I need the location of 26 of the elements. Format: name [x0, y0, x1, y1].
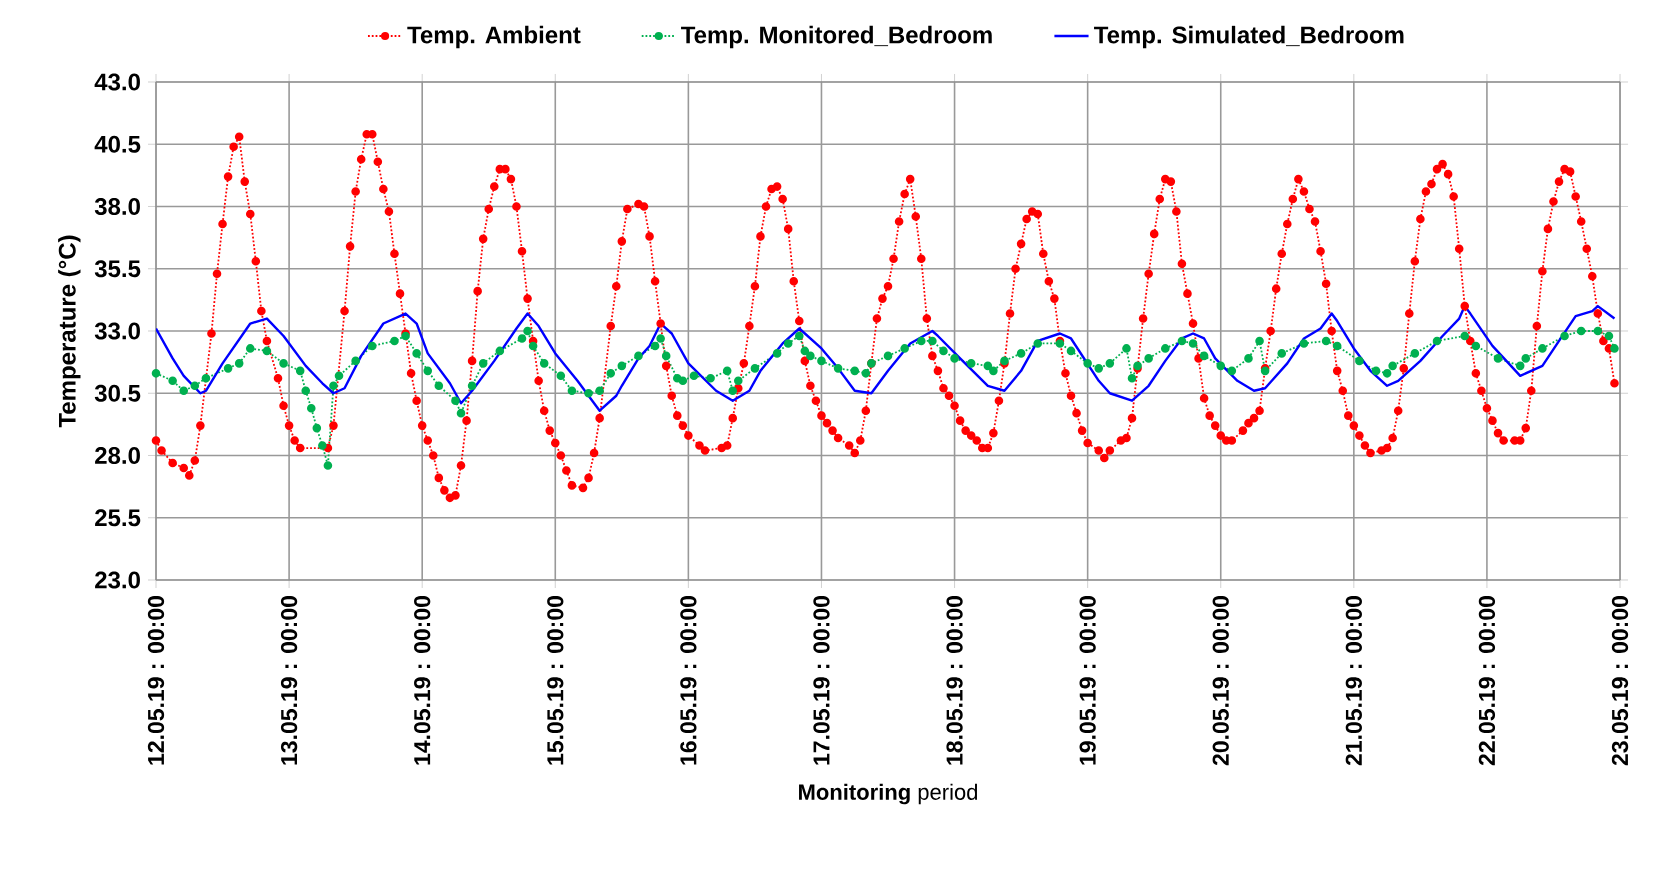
x-tick-label: 13.05.19 : 00:00	[280, 596, 298, 765]
y-tick-label: 33.0	[94, 322, 140, 340]
y-tick-label: 30.5	[94, 384, 141, 402]
x-tick-label: 14.05.19 : 00:00	[414, 596, 431, 765]
y-tick-label: 23.0	[95, 571, 140, 589]
legend-label: Temp. Simulated_Bedroom	[1094, 25, 1404, 49]
x-tick-label: 22.05.19 : 00:00	[1478, 596, 1496, 766]
y-tick-label: 43.0	[94, 73, 140, 91]
x-tick-label: 16.05.19 : 00:00	[680, 596, 697, 765]
x-tick-label: 19.05.19 : 00:00	[1079, 596, 1096, 765]
y-tick-label: 38.0	[94, 197, 140, 216]
x-tick-label: 12.05.19 : 00:00	[147, 596, 165, 765]
x-tick-label: 23.05.19 : 00:00	[1611, 596, 1629, 766]
y-tick-label: 28.0	[95, 447, 140, 464]
x-tick-label: 18.05.19 : 00:00	[946, 596, 963, 765]
x-axis-title: Monitoring period	[799, 783, 978, 805]
x-tick-label: 21.05.19 : 00:00	[1345, 596, 1362, 766]
legend-label: Temp. Ambient	[407, 25, 581, 49]
x-tick-label: 17.05.19 : 00:00	[813, 596, 830, 765]
x-tick-label: 20.05.19 : 00:00	[1212, 596, 1229, 766]
y-tick-label: 25.5	[95, 509, 141, 527]
y-tick-label: 35.5	[94, 260, 141, 278]
y-axis-title: Temperature (°C)	[58, 235, 81, 428]
legend-label: Temp. Monitored_Bedroom	[681, 25, 992, 49]
y-tick-label: 40.5	[94, 135, 141, 153]
x-tick-label: 15.05.19 : 00:00	[547, 596, 564, 765]
